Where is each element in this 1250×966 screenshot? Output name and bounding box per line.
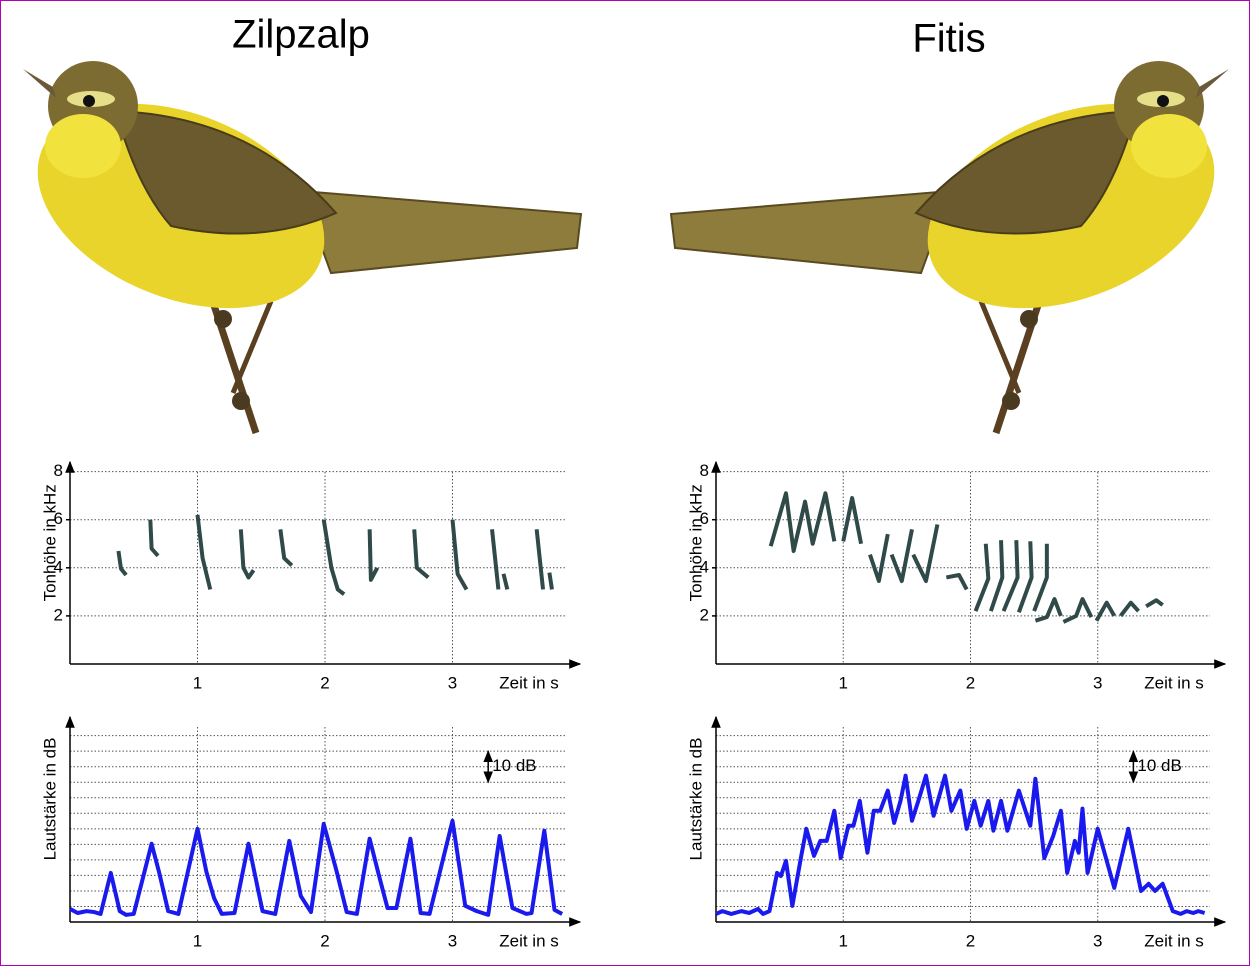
x-tick-label: 2 (320, 931, 329, 950)
x-tick-label: 2 (320, 673, 329, 692)
y-tick-label: 8 (700, 461, 709, 480)
y-axis-label: Lautstärke in dB (40, 738, 59, 861)
data-line (771, 493, 1163, 622)
fitis-illustration (671, 61, 1245, 433)
y-tick-label: 2 (54, 605, 63, 624)
y-axis-label: Lautstärke in dB (686, 738, 705, 861)
page: Zilpzalp2468123Zeit in sTonhöhe in kHzFi… (0, 0, 1250, 966)
data-line (118, 515, 552, 594)
chart-title: Zilpzalp (232, 13, 370, 57)
x-tick-label: 3 (1093, 931, 1102, 950)
x-tick-label: 1 (839, 673, 848, 692)
y-axis-label: Tonhöhe in kHz (686, 484, 705, 601)
x-tick-label: 3 (1093, 673, 1102, 692)
scale-label: 10 dB (492, 756, 536, 775)
x-tick-label: 2 (966, 931, 975, 950)
scale-label: 10 dB (1137, 756, 1181, 775)
data-line (716, 776, 1205, 914)
x-axis-label: Zeit in s (499, 673, 559, 692)
data-line (70, 821, 562, 915)
x-tick-label: 1 (839, 931, 848, 950)
y-tick-label: 2 (700, 605, 709, 624)
chart-title: Fitis (912, 17, 985, 61)
x-tick-label: 1 (193, 931, 202, 950)
x-axis-label: Zeit in s (1144, 931, 1204, 950)
y-axis-label: Tonhöhe in kHz (40, 484, 59, 601)
x-tick-label: 3 (448, 931, 457, 950)
figure: Zilpzalp2468123Zeit in sTonhöhe in kHzFi… (1, 1, 1249, 965)
y-tick-label: 8 (54, 461, 63, 480)
x-axis-label: Zeit in s (1144, 673, 1204, 692)
x-axis-label: Zeit in s (499, 931, 559, 950)
x-tick-label: 1 (193, 673, 202, 692)
zilpzalp-illustration (7, 61, 581, 433)
x-tick-label: 2 (966, 673, 975, 692)
x-tick-label: 3 (448, 673, 457, 692)
